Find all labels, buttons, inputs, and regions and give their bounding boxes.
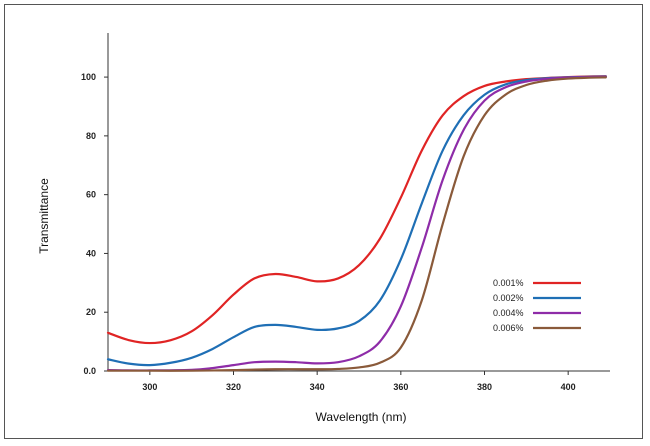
series-line-3 <box>106 75 607 372</box>
chart-series <box>106 75 607 372</box>
series-line-4 <box>106 76 607 372</box>
y-tick-label: 0.0 <box>83 366 96 376</box>
legend-label: 0.006% <box>493 323 524 333</box>
series-line-2 <box>106 75 607 367</box>
y-tick-label: 60 <box>86 190 96 200</box>
legend-label: 0.001% <box>493 278 524 288</box>
legend-label: 0.002% <box>493 293 524 303</box>
chart-legend: 0.001% 0.002% 0.004% 0.006% <box>493 278 581 333</box>
x-tick-label: 400 <box>561 382 576 392</box>
chart-frame <box>4 4 643 439</box>
x-axis-label: Wavelength (nm) <box>316 410 407 424</box>
x-tick-label: 340 <box>310 382 325 392</box>
y-axis-label: Transmittance <box>37 178 51 254</box>
chart-ticks: 300 320 340 360 380 400 0.0 20 40 60 80 100 <box>81 72 576 392</box>
y-tick-label: 80 <box>86 131 96 141</box>
x-tick-label: 300 <box>142 382 157 392</box>
y-tick-label: 20 <box>86 307 96 317</box>
legend-label: 0.004% <box>493 308 524 318</box>
y-tick-label: 100 <box>81 72 96 82</box>
y-tick-label: 40 <box>86 248 96 258</box>
x-tick-label: 380 <box>477 382 492 392</box>
x-tick-label: 320 <box>226 382 241 392</box>
x-tick-label: 360 <box>393 382 408 392</box>
series-line-1 <box>106 75 607 345</box>
